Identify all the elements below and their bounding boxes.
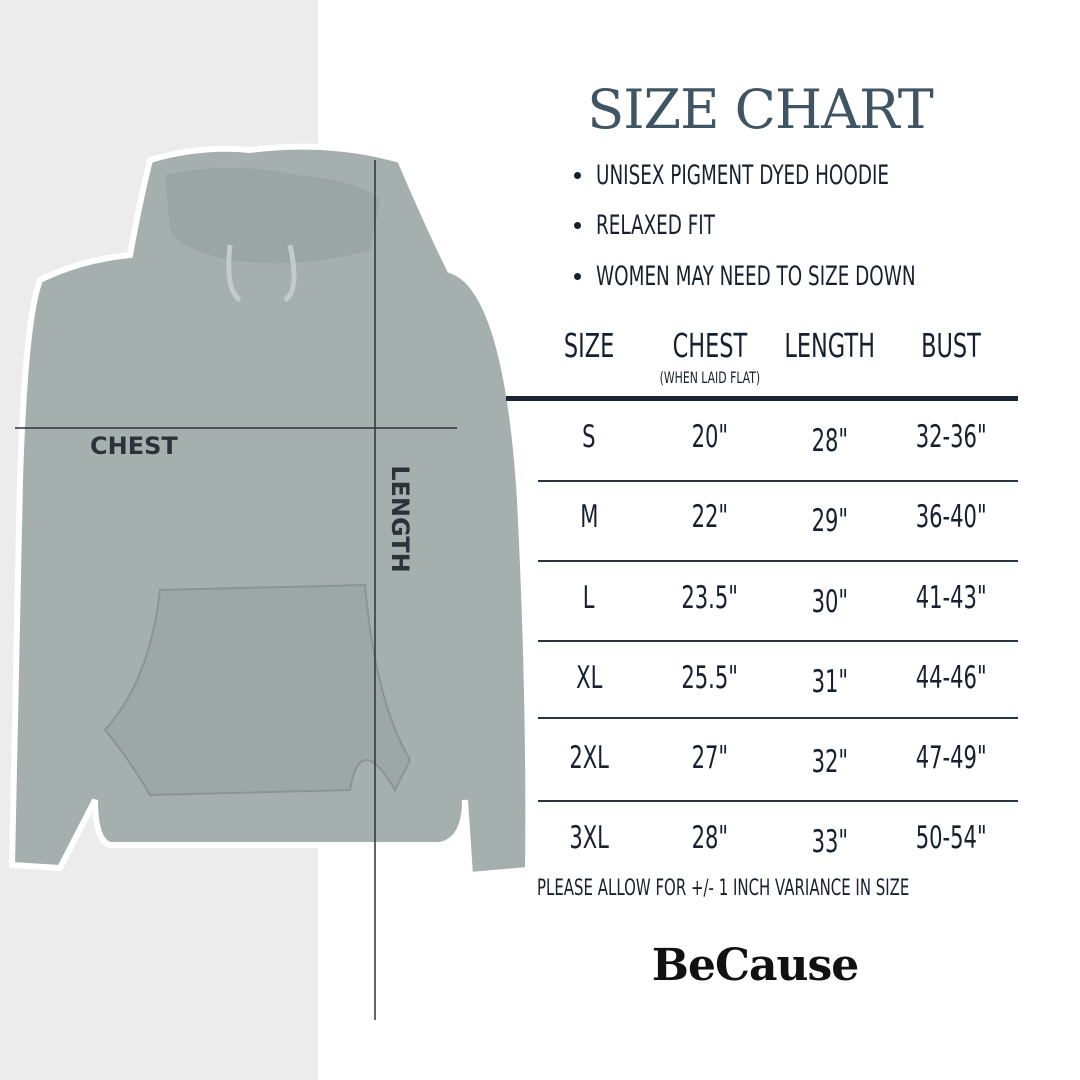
table-cell: 28" (691, 820, 729, 856)
table-cell: 22" (691, 499, 729, 535)
table-cell: 25.5" (681, 660, 739, 696)
table-cell: 36-40" (915, 499, 987, 535)
page-title: SIZE CHART (587, 78, 934, 141)
table-cell: 27" (691, 740, 729, 776)
table-cell: 2XL (569, 740, 609, 776)
table-cell: 32" (811, 744, 849, 780)
row-divider (538, 717, 1018, 719)
row-divider (538, 560, 1018, 562)
table-cell: L (583, 580, 595, 616)
chest-note: (WHEN LAID FLAT) (659, 368, 761, 387)
bullet-dot-icon (574, 222, 581, 229)
kangaroo-pocket (103, 583, 412, 797)
table-cell: S (582, 419, 596, 455)
table-cell: 50-54" (915, 820, 987, 856)
header-divider (506, 396, 1018, 401)
brand-logo: BeCause (651, 940, 859, 991)
header-chest: CHEST (672, 326, 748, 365)
row-divider (538, 480, 1018, 482)
table-cell: 29" (811, 503, 849, 539)
table-cell: M (579, 499, 599, 535)
hoodie-photo (12, 146, 529, 1020)
header-size: SIZE (563, 326, 615, 365)
table-cell: 28" (811, 423, 849, 459)
table-cell: 3XL (569, 820, 609, 856)
row-divider (538, 800, 1018, 802)
bullet-dot-icon (574, 273, 581, 280)
table-cell: 44-46" (915, 660, 987, 696)
table-cell: 47-49" (915, 740, 987, 776)
table-cell: 30" (811, 584, 849, 620)
bullet-dot-icon (574, 172, 581, 179)
chest-label: CHEST (90, 432, 178, 460)
length-label: LENGTH (386, 465, 414, 573)
drawstrings (226, 244, 297, 303)
variance-note: PLEASE ALLOW FOR +/- 1 INCH VARIANCE IN … (537, 876, 910, 901)
hood-opening (165, 167, 380, 264)
table-cell: 31" (811, 664, 849, 700)
table-cell: 23.5" (681, 580, 739, 616)
row-divider (538, 640, 1018, 642)
table-cell: 33" (811, 824, 849, 860)
table-cell: 32-36" (915, 419, 987, 455)
header-length: LENGTH (784, 326, 876, 365)
header-bust: BUST (921, 326, 981, 365)
table-cell: 41-43" (915, 580, 987, 616)
table-cell: XL (575, 660, 603, 696)
table-cell: 20" (691, 419, 729, 455)
